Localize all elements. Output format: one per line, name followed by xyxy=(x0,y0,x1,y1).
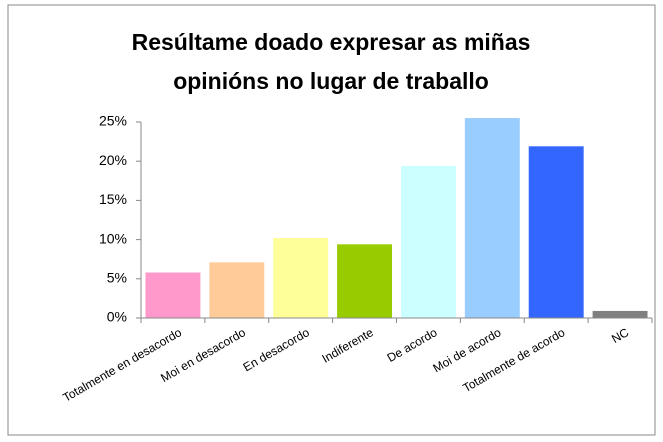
bar xyxy=(337,244,393,318)
y-tick-label: 10% xyxy=(99,230,127,246)
bar xyxy=(592,310,648,318)
bar xyxy=(464,118,520,318)
y-tick-label: 20% xyxy=(99,152,127,168)
y-tick-label: 25% xyxy=(99,113,127,129)
bar xyxy=(528,146,584,318)
bar xyxy=(145,272,201,318)
bar xyxy=(273,238,329,318)
y-tick-label: 0% xyxy=(107,309,127,325)
chart-title: Resúltame doado expresar as miñas xyxy=(132,29,531,55)
chart-title: opinións no lugar de traballo xyxy=(173,68,489,94)
y-tick-label: 5% xyxy=(107,270,127,286)
bar xyxy=(400,165,456,318)
bar xyxy=(209,262,265,318)
y-tick-label: 15% xyxy=(99,191,127,207)
